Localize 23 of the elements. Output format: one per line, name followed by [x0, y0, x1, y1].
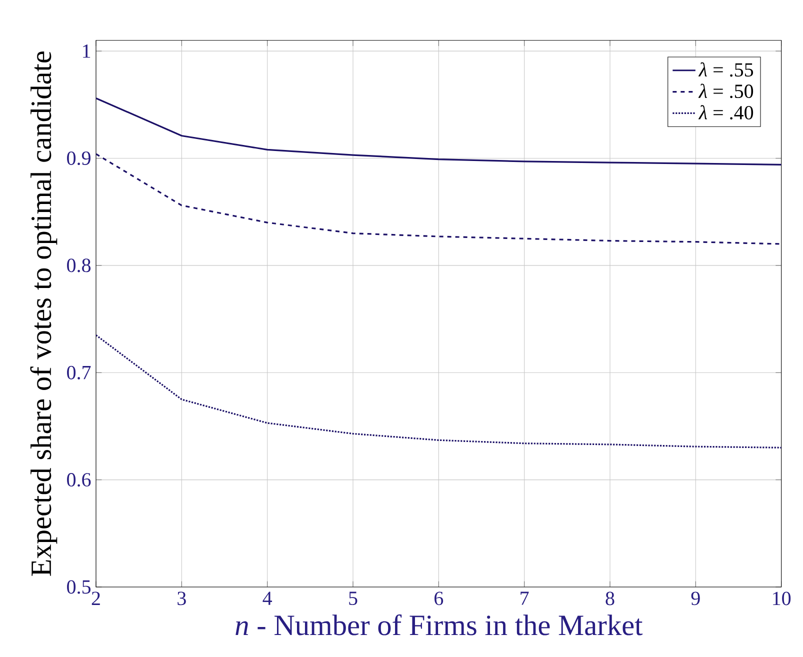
x-tick-label: 10	[773, 592, 791, 606]
line-series	[96, 97, 782, 166]
line-series	[96, 153, 782, 245]
y-tick-label: 1	[83, 44, 90, 58]
legend-label: λ = .50	[698, 84, 754, 98]
y-tick-label: 0.8	[67, 258, 91, 272]
x-tick-label: 6	[434, 592, 444, 606]
x-tick-label: 3	[178, 592, 186, 606]
y-tick-label: 0.5	[67, 580, 91, 594]
legend-label: λ = .55	[698, 62, 754, 77]
x-tick-label: 5	[349, 592, 358, 605]
y-tick-label: 0.6	[67, 473, 91, 487]
y-tick-label: 0.7	[67, 366, 91, 380]
x-axis-title: n - Number of Firms in the Market	[236, 614, 643, 636]
line-series	[96, 334, 782, 448]
legend-label: λ = .40	[698, 105, 754, 120]
x-tick-label: 4	[262, 592, 272, 605]
x-tick-label: 2	[92, 592, 100, 605]
x-tick-label: 7	[520, 592, 529, 605]
y-tick-label: 0.9	[67, 151, 90, 166]
x-tick-label: 9	[691, 592, 700, 606]
y-axis-title: Expected share of votes to optimal candidate	[30, 52, 58, 576]
x-tick-label: 8	[606, 592, 614, 606]
